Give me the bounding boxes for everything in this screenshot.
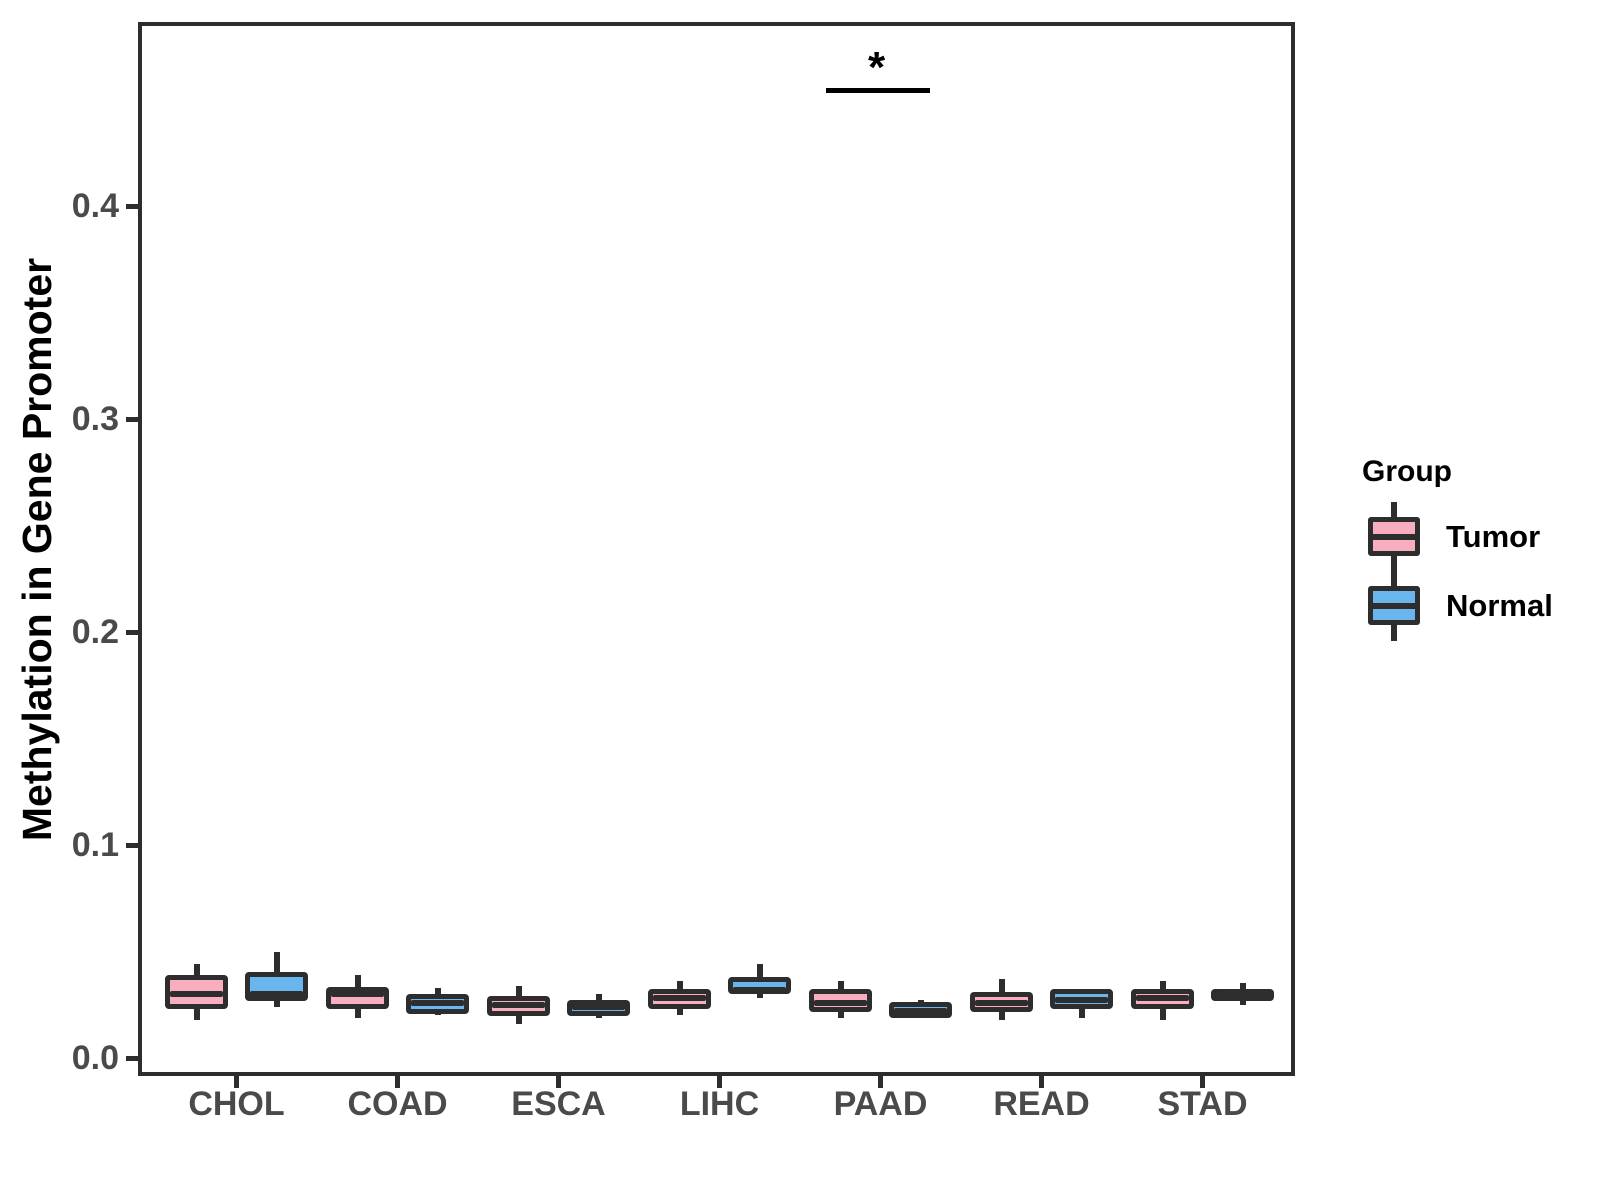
- median-normal-STAD: [1216, 991, 1269, 998]
- y-tick-label: 0.2: [71, 613, 119, 651]
- median-tumor-CHOL: [170, 991, 223, 998]
- y-axis-tick: [126, 1055, 138, 1061]
- plot-panel: [138, 22, 1295, 1076]
- y-axis-title: Methylation in Gene Promoter: [14, 257, 61, 841]
- median-normal-ESCA: [572, 1003, 625, 1010]
- y-axis-tick: [126, 416, 138, 422]
- median-tumor-PAAD: [814, 999, 867, 1006]
- x-axis-tick: [395, 1076, 400, 1088]
- y-tick-label: 0.3: [71, 400, 119, 438]
- x-axis-tick: [878, 1076, 883, 1088]
- x-axis-tick: [1039, 1076, 1044, 1088]
- y-tick-label: 0.0: [71, 1039, 119, 1077]
- median-normal-PAAD: [894, 1008, 947, 1015]
- legend-label-tumor: Tumor: [1446, 519, 1541, 554]
- median-normal-READ: [1055, 997, 1108, 1004]
- x-tick-label: ESCA: [511, 1085, 606, 1123]
- x-tick-label: PAAD: [833, 1085, 928, 1123]
- median-normal-COAD: [411, 999, 464, 1006]
- y-tick-label: 0.4: [71, 187, 119, 225]
- legend-key-median: [1373, 603, 1415, 609]
- median-tumor-LIHC: [653, 995, 706, 1002]
- legend-key-normal: [1368, 571, 1420, 641]
- legend-key-tumor: [1368, 502, 1420, 572]
- y-tick-label: 0.1: [71, 826, 119, 864]
- median-normal-LIHC: [733, 986, 786, 993]
- x-axis-tick: [717, 1076, 722, 1088]
- y-axis-title-wrap: Methylation in Gene Promoter: [10, 22, 66, 1076]
- legend-title: Group: [1362, 455, 1452, 488]
- x-axis-tick: [556, 1076, 561, 1088]
- legend-label-normal: Normal: [1446, 588, 1553, 623]
- median-normal-CHOL: [250, 991, 303, 998]
- y-axis-tick: [126, 203, 138, 209]
- x-tick-label: STAD: [1157, 1085, 1248, 1123]
- x-axis-tick: [234, 1076, 239, 1088]
- x-tick-label: COAD: [347, 1085, 448, 1123]
- x-tick-label: CHOL: [188, 1085, 285, 1123]
- median-tumor-STAD: [1136, 995, 1189, 1002]
- x-tick-label: LIHC: [679, 1085, 760, 1123]
- significance-line: [825, 88, 930, 94]
- x-axis-tick: [1200, 1076, 1205, 1088]
- y-axis-tick: [126, 629, 138, 635]
- y-axis-tick: [126, 842, 138, 848]
- x-tick-label: READ: [993, 1085, 1090, 1123]
- median-tumor-READ: [975, 999, 1028, 1006]
- median-tumor-COAD: [331, 991, 384, 998]
- legend-key-median: [1373, 534, 1415, 540]
- significance-star: *: [867, 43, 886, 92]
- median-tumor-ESCA: [492, 1001, 545, 1008]
